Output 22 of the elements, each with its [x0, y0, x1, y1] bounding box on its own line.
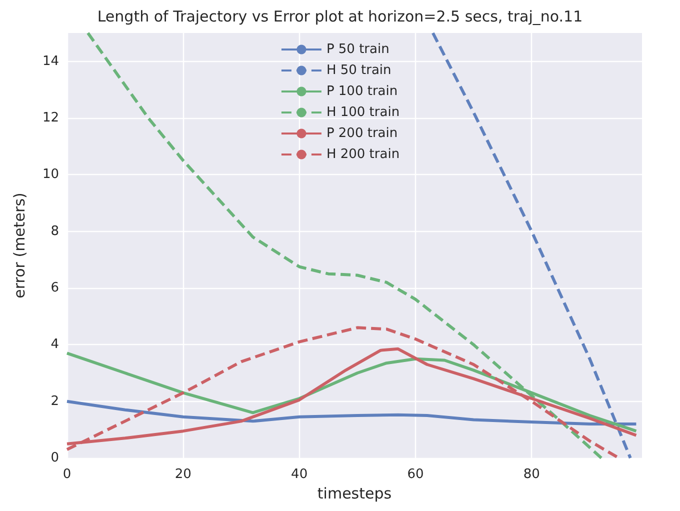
y-tick-label: 12 [42, 110, 59, 126]
y-tick-label: 8 [50, 224, 59, 239]
y-tick-label: 2 [50, 394, 59, 409]
y-tick-label: 0 [50, 450, 59, 466]
legend-label: P 200 train [326, 126, 398, 141]
y-tick-label: 4 [50, 337, 59, 352]
legend-label: H 200 train [326, 147, 400, 162]
x-axis-title: timesteps [317, 484, 392, 502]
y-tick-label: 6 [50, 280, 59, 296]
chart-title: Length of Trajectory vs Error plot at horizon=2.5 secs, traj_no.11 [97, 8, 583, 26]
legend-label: P 100 train [326, 84, 398, 99]
y-axis-title: error (meters) [10, 192, 28, 298]
x-tick-label: 80 [523, 467, 540, 482]
x-tick-label: 0 [62, 467, 72, 482]
x-tick-label: 40 [291, 467, 308, 482]
x-tick-label: 20 [174, 467, 192, 482]
y-tick-label: 10 [42, 167, 59, 182]
legend-label: H 100 train [326, 105, 400, 120]
x-tick-label: 60 [407, 467, 424, 482]
legend-label: H 50 train [326, 63, 392, 78]
y-tick-label: 14 [42, 54, 59, 69]
legend-label: P 50 train [326, 42, 390, 57]
